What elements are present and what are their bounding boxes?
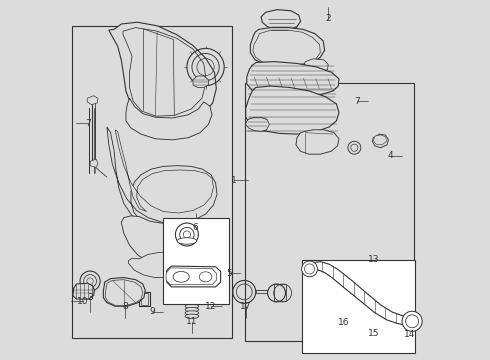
Circle shape [348, 141, 361, 154]
Ellipse shape [185, 311, 199, 315]
Text: 5: 5 [226, 269, 232, 278]
Text: 13: 13 [368, 255, 380, 264]
Text: 9: 9 [149, 307, 155, 316]
Text: 6: 6 [193, 223, 198, 232]
Ellipse shape [185, 307, 199, 312]
Text: 7: 7 [85, 119, 91, 128]
Ellipse shape [177, 238, 197, 244]
Polygon shape [90, 159, 98, 167]
Polygon shape [73, 283, 95, 299]
Polygon shape [247, 62, 339, 97]
Polygon shape [296, 130, 339, 154]
Polygon shape [193, 76, 208, 87]
Bar [245, 83, 414, 341]
Text: 4: 4 [388, 151, 393, 160]
Polygon shape [245, 117, 270, 132]
Bar [163, 218, 229, 304]
Circle shape [175, 223, 198, 246]
Ellipse shape [173, 271, 189, 282]
Bar [141, 293, 148, 305]
Polygon shape [123, 28, 206, 116]
Text: 3: 3 [87, 293, 93, 302]
Polygon shape [115, 130, 214, 213]
Polygon shape [174, 279, 212, 299]
Circle shape [406, 315, 418, 328]
Circle shape [302, 261, 318, 277]
Circle shape [304, 264, 315, 274]
Polygon shape [122, 216, 206, 266]
Text: 10: 10 [77, 297, 89, 306]
Bar [139, 292, 150, 306]
Text: 1: 1 [231, 176, 236, 185]
Polygon shape [250, 28, 324, 66]
Ellipse shape [185, 314, 199, 319]
Polygon shape [166, 268, 216, 285]
Polygon shape [172, 278, 214, 301]
Text: 12: 12 [205, 302, 217, 311]
Circle shape [183, 231, 191, 238]
Polygon shape [109, 22, 216, 123]
Polygon shape [105, 280, 143, 306]
Ellipse shape [185, 304, 199, 309]
Text: 2: 2 [325, 14, 331, 23]
Bar [302, 260, 416, 353]
Text: 8: 8 [122, 302, 128, 311]
Circle shape [351, 144, 358, 151]
Text: 14: 14 [404, 330, 416, 339]
Text: 17: 17 [240, 302, 251, 311]
Polygon shape [245, 86, 339, 134]
Text: 15: 15 [368, 329, 379, 338]
Polygon shape [304, 262, 413, 325]
Polygon shape [167, 266, 220, 287]
Polygon shape [128, 252, 190, 278]
Polygon shape [372, 134, 389, 148]
Text: 7: 7 [354, 96, 360, 105]
Polygon shape [261, 10, 300, 30]
Bar [72, 26, 232, 338]
Polygon shape [304, 59, 328, 72]
Text: 16: 16 [338, 318, 349, 327]
Ellipse shape [199, 272, 212, 282]
Polygon shape [373, 135, 387, 145]
Circle shape [402, 311, 422, 331]
Polygon shape [126, 98, 212, 140]
Polygon shape [103, 278, 146, 306]
Polygon shape [253, 30, 320, 65]
Text: 11: 11 [186, 317, 197, 326]
Polygon shape [87, 96, 98, 105]
Polygon shape [107, 127, 217, 223]
Circle shape [180, 227, 194, 242]
